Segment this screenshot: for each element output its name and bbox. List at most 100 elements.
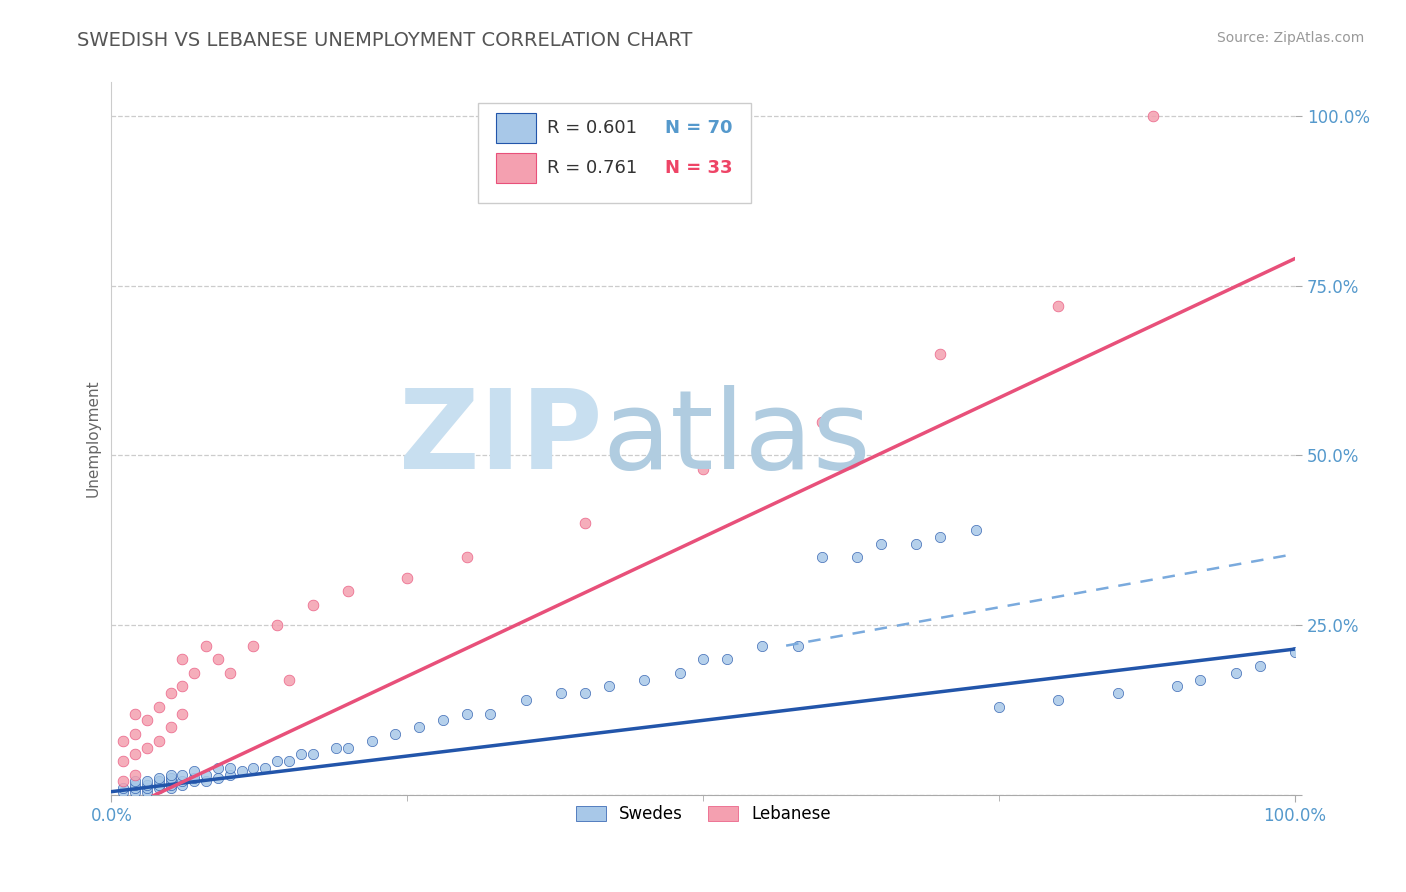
Point [278,673,301,687]
Point [1284,645,1306,659]
Point [112,754,135,768]
Point [148,781,170,796]
Y-axis label: Unemployment: Unemployment [86,380,100,498]
Text: R = 0.761: R = 0.761 [547,159,637,178]
Point [218,761,240,775]
Point [207,771,229,785]
Point [148,778,170,792]
FancyBboxPatch shape [478,103,751,203]
Point [242,639,264,653]
Point [574,516,596,531]
Point [1107,686,1129,700]
Point [172,652,194,666]
Point [266,754,288,768]
Point [1047,693,1070,707]
Point [218,767,240,781]
FancyBboxPatch shape [496,153,536,183]
Point [172,778,194,792]
Point [195,639,218,653]
Point [846,550,869,565]
Point [432,714,454,728]
Point [195,774,218,789]
Point [159,781,181,796]
Point [172,679,194,693]
Point [135,714,157,728]
Point [668,665,690,680]
Point [183,771,205,785]
Point [207,652,229,666]
Point [751,639,773,653]
Point [1047,299,1070,313]
Point [148,771,170,785]
Point [810,550,832,565]
Point [124,727,146,741]
FancyBboxPatch shape [496,112,536,143]
Point [135,781,157,796]
Point [515,693,537,707]
Point [929,346,952,360]
Point [278,754,301,768]
Point [456,706,478,721]
Point [692,652,714,666]
Point [183,764,205,779]
Point [148,774,170,789]
Point [159,720,181,734]
Point [112,774,135,789]
Point [550,686,572,700]
Point [384,727,406,741]
Point [965,523,987,537]
Point [396,571,419,585]
Text: Source: ZipAtlas.com: Source: ZipAtlas.com [1216,31,1364,45]
Point [574,686,596,700]
Point [1166,679,1188,693]
Point [266,618,288,632]
Point [124,774,146,789]
Point [124,785,146,799]
Point [787,639,810,653]
Point [207,761,229,775]
Point [254,761,277,775]
Point [869,537,891,551]
Point [159,771,181,785]
Point [337,740,360,755]
Point [929,530,952,544]
Point [301,598,323,612]
Point [124,706,146,721]
Point [231,764,253,779]
Point [135,785,157,799]
Point [1225,665,1247,680]
Point [242,761,264,775]
Point [325,740,347,755]
Point [124,781,146,796]
Point [301,747,323,762]
Point [172,706,194,721]
Point [988,699,1011,714]
Legend: Swedes, Lebanese: Swedes, Lebanese [569,798,838,830]
Point [598,679,620,693]
Point [692,462,714,476]
Text: SWEDISH VS LEBANESE UNEMPLOYMENT CORRELATION CHART: SWEDISH VS LEBANESE UNEMPLOYMENT CORRELA… [77,31,693,50]
Text: N = 70: N = 70 [665,119,733,136]
Point [124,747,146,762]
Text: N = 33: N = 33 [665,159,733,178]
Point [135,778,157,792]
Point [1142,109,1164,123]
Point [1189,673,1212,687]
Point [337,584,360,599]
Point [112,733,135,747]
Point [148,699,170,714]
Point [135,740,157,755]
Text: ZIP: ZIP [399,385,603,492]
Point [159,767,181,781]
Point [159,686,181,700]
Point [124,778,146,792]
Text: atlas: atlas [603,385,872,492]
Point [183,665,205,680]
Point [716,652,738,666]
Point [112,785,135,799]
Point [183,774,205,789]
Point [172,767,194,781]
Point [360,733,382,747]
Point [195,767,218,781]
Point [479,706,502,721]
